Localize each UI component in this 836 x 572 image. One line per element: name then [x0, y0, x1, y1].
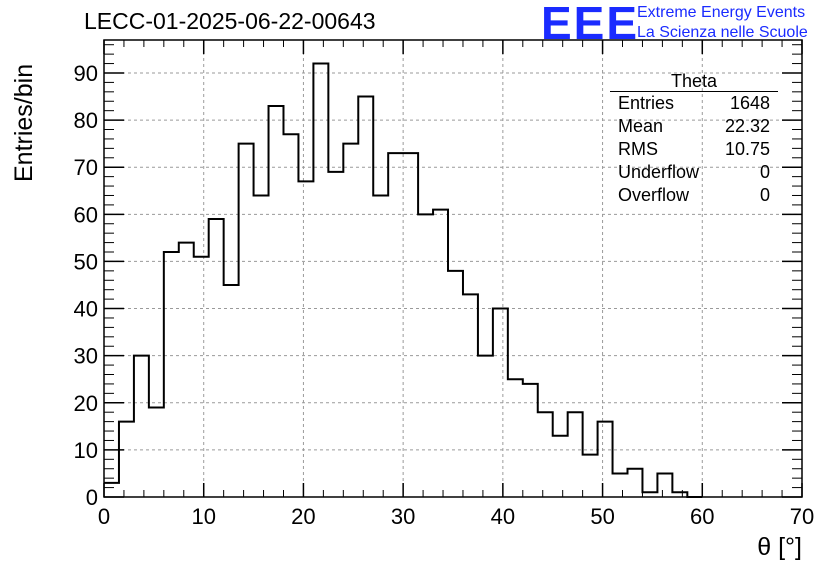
y-tick-label: 90 [74, 61, 98, 86]
x-tick-label: 10 [191, 504, 215, 529]
stats-title: Theta [610, 72, 778, 92]
logo-caption-1: Extreme Energy Events [637, 4, 806, 21]
x-tick-label: 30 [391, 504, 415, 529]
histogram-step-line [104, 62, 703, 498]
y-tick-label: 0 [86, 485, 98, 510]
x-tick-label: 70 [790, 504, 814, 529]
stats-value: 10.75 [724, 139, 770, 159]
stats-row-mean: Mean 22.32 [610, 115, 778, 138]
y-tick-label: 60 [74, 202, 98, 227]
plot-frame [103, 39, 803, 498]
stats-value: 1648 [729, 93, 770, 113]
stats-row-overflow: Overflow 0 [610, 184, 778, 207]
stats-row-underflow: Underflow 0 [610, 161, 778, 184]
grid-lines [104, 40, 802, 497]
eee-logo: EEE [541, 0, 640, 49]
stats-box: Theta Entries 1648 Mean 22.32 RMS 10.75 … [610, 72, 778, 207]
y-axis-label-text: Entries/bin [10, 63, 38, 182]
x-tick-label: 60 [690, 504, 714, 529]
stats-value: 22.32 [724, 116, 770, 136]
y-tick-label: 10 [74, 438, 98, 463]
stats-row-entries: Entries 1648 [610, 92, 778, 115]
stats-row-rms: RMS 10.75 [610, 138, 778, 161]
y-tick-label: 70 [74, 155, 98, 180]
y-tick-label: 20 [74, 391, 98, 416]
x-tick-label: 50 [590, 504, 614, 529]
x-tick-label: 20 [291, 504, 315, 529]
logo-caption-2: La Scienza nelle Scuole [637, 24, 808, 41]
x-tick-label: 0 [98, 504, 110, 529]
y-tick-label: 50 [74, 249, 98, 274]
stats-label: Entries [618, 93, 675, 113]
tick-labels: 0 10 20 30 40 50 60 70 0 10 20 30 40 50 60 70 80 90 [74, 61, 815, 529]
stats-label: Underflow [618, 162, 700, 182]
x-axis-label: θ [°] [757, 533, 802, 561]
chart-title: LECC-01-2025-06-22-00643 [84, 8, 376, 34]
x-tick-label: 40 [491, 504, 515, 529]
y-tick-label: 40 [74, 297, 98, 322]
stats-value: 0 [759, 185, 770, 205]
stats-label: RMS [618, 139, 658, 159]
stats-label: Overflow [618, 185, 690, 205]
y-tick-label: 80 [74, 108, 98, 133]
stats-value: 0 [759, 162, 770, 182]
y-tick-label: 30 [74, 344, 98, 369]
stats-label: Mean [618, 116, 664, 136]
